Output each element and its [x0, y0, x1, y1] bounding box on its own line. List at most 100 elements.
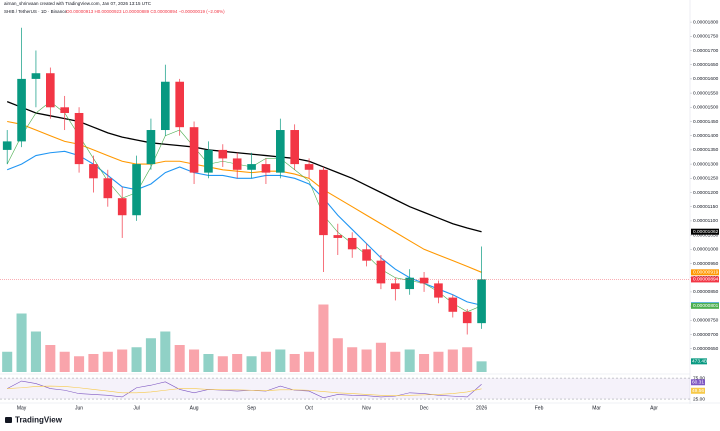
price-tag-label: 0.00000919 — [693, 270, 719, 276]
x-tick-label: Mar — [592, 405, 601, 411]
y-tick-label: 0.00001350 — [693, 147, 719, 153]
candle-body — [89, 164, 98, 179]
volume-bar — [332, 338, 343, 372]
x-tick-label: Nov — [362, 405, 371, 411]
volume-tag-label: 473.4B — [692, 359, 707, 365]
y-tick-label: 0.00001700 — [693, 48, 719, 54]
candle-body — [31, 73, 41, 79]
price-tag-label: 0.00000801 — [693, 303, 719, 309]
x-tick-label: Jun — [75, 405, 83, 411]
ohlc-legend: O0.00000913 H0.00000923 L0.00000889 C0.0… — [66, 9, 225, 14]
candle-body — [132, 164, 141, 216]
price-tag — [691, 228, 719, 235]
candle-body — [103, 178, 113, 199]
volume-bar — [347, 347, 358, 372]
candle-body — [419, 277, 429, 284]
candle-body — [391, 283, 400, 290]
candle-body — [405, 277, 414, 290]
candle-body — [175, 81, 184, 128]
volume-bar — [102, 351, 113, 372]
volume-bar — [361, 349, 372, 372]
y-tick-label: 0.00001000 — [693, 247, 719, 253]
y-tick-label: 0.00000850 — [693, 289, 719, 295]
candle-body — [161, 81, 170, 131]
volume-bar — [476, 361, 487, 372]
candle-body — [146, 130, 156, 165]
rsi-ma-line — [7, 385, 482, 397]
volume-bar — [404, 349, 415, 372]
volume-bar — [246, 356, 257, 372]
candle-body — [189, 127, 199, 173]
volume-bar — [2, 351, 13, 372]
volume-bar — [375, 342, 386, 372]
volume-bar — [462, 347, 473, 372]
y-tick-label: 0.00001600 — [693, 76, 719, 82]
candle-body — [261, 164, 271, 173]
x-tick-label: Dec — [420, 405, 429, 411]
y-tick-label: 0.00001050 — [693, 232, 719, 238]
author-line: airnan_shrinvaan created with TradingVie… — [4, 1, 152, 6]
x-tick-label: May — [17, 405, 27, 411]
rsi-band — [0, 378, 690, 400]
y-tick-label: 0.00001100 — [693, 218, 718, 224]
candle-body — [462, 311, 472, 324]
volume-bar — [260, 351, 271, 372]
x-tick-label: Jul — [133, 405, 139, 411]
y-tick-label: 0.00000700 — [693, 332, 719, 338]
rsi-tick-label: 75.00 — [693, 375, 705, 381]
price-tag — [691, 269, 719, 276]
volume-bar — [419, 354, 430, 372]
brand-logo — [5, 417, 12, 423]
volume-bar — [45, 345, 56, 372]
moving-average-line — [6, 150, 482, 306]
volume-bar — [318, 304, 329, 372]
y-tick-label: 0.00001800 — [693, 19, 719, 25]
y-tick-label: 0.00001200 — [693, 190, 719, 196]
volume-bar — [189, 349, 200, 372]
y-tick-label: 0.00001550 — [693, 90, 719, 96]
candle-body — [46, 73, 55, 108]
volume-bar — [88, 354, 99, 372]
y-tick-label: 0.00001500 — [693, 105, 719, 111]
candle-body — [347, 237, 357, 250]
brand: TradingView — [5, 416, 63, 425]
y-tick-label: 0.00001400 — [693, 133, 719, 139]
price-tag-label: 0.00000894 — [693, 277, 719, 283]
volume-bar — [59, 351, 70, 372]
y-tick-label: 0.00001450 — [693, 119, 719, 125]
volume-bar — [217, 356, 228, 372]
price-tag-label: 0.00001062 — [693, 229, 719, 235]
y-tick-label: 0.00001300 — [693, 161, 719, 167]
candle-body — [477, 279, 486, 324]
x-tick-label: Apr — [650, 405, 658, 411]
x-tick-label: Sep — [247, 405, 256, 411]
volume-bar — [289, 354, 300, 372]
candle-body — [247, 164, 256, 170]
y-tick-label: 0.00001250 — [693, 176, 719, 182]
volume-tag — [691, 358, 707, 365]
candle-body — [117, 198, 127, 216]
volume-bar — [145, 338, 156, 372]
candle-body — [362, 249, 371, 261]
x-tick-label: Aug — [190, 405, 199, 411]
moving-average-line — [6, 101, 482, 313]
candle-body — [448, 297, 458, 312]
x-tick-label: Feb — [535, 405, 544, 411]
candle-body — [232, 158, 242, 170]
price-tag — [691, 276, 719, 283]
volume-bar — [275, 349, 286, 372]
rsi-tag-label: 49.56 — [692, 388, 704, 394]
volume-bar — [433, 351, 444, 372]
volume-bar — [131, 347, 142, 372]
candle-body — [319, 169, 328, 236]
volume-bar — [203, 354, 214, 372]
candle-body — [204, 149, 213, 173]
volume-bar — [390, 351, 401, 372]
volume-bar — [160, 331, 171, 372]
y-tick-label: 0.00001750 — [693, 34, 719, 40]
volume-bar — [74, 356, 85, 372]
moving-average-line — [6, 101, 482, 233]
brand-name: TradingView — [15, 416, 63, 425]
rsi-line — [7, 380, 482, 399]
